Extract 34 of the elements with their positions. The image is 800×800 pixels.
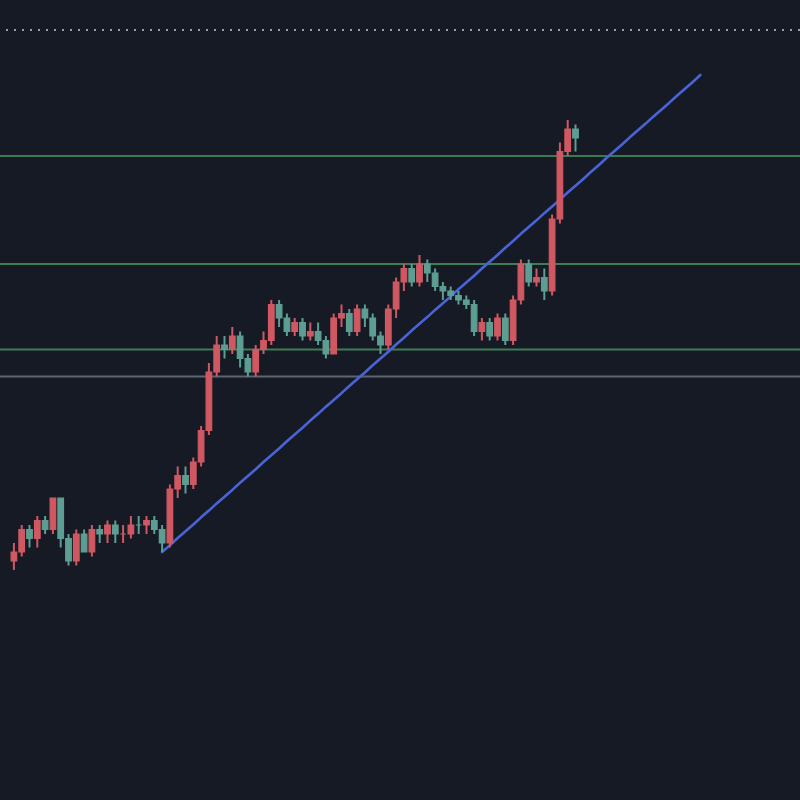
candlestick bbox=[182, 465, 189, 495]
candlestick bbox=[431, 267, 439, 292]
candlestick bbox=[494, 312, 501, 342]
candlestick bbox=[572, 123, 579, 153]
candlestick bbox=[88, 524, 96, 558]
candlestick bbox=[236, 330, 244, 369]
candlestick bbox=[267, 299, 275, 346]
candlestick bbox=[80, 528, 88, 553]
candlestick bbox=[423, 258, 431, 283]
candlestick bbox=[158, 524, 166, 553]
candlestick bbox=[299, 317, 306, 342]
candlestick bbox=[470, 299, 478, 337]
candlestick bbox=[275, 299, 283, 328]
candlestick bbox=[72, 528, 80, 567]
candlestick bbox=[111, 519, 119, 544]
candlestick bbox=[501, 312, 509, 346]
candlestick bbox=[369, 312, 377, 342]
candlestick bbox=[478, 317, 486, 342]
candlestick bbox=[104, 519, 111, 544]
candlestick bbox=[228, 326, 236, 355]
candlestick bbox=[33, 515, 41, 549]
candlestick bbox=[353, 303, 361, 337]
candlestick bbox=[26, 524, 33, 549]
candlestick bbox=[525, 258, 533, 288]
candlestick bbox=[252, 344, 260, 378]
candlestick bbox=[416, 254, 423, 288]
candlestick bbox=[345, 308, 353, 337]
candlestick bbox=[486, 317, 494, 342]
candlestick bbox=[127, 515, 135, 540]
candlestick bbox=[540, 267, 548, 301]
candlestick bbox=[49, 497, 57, 535]
candlestick bbox=[221, 335, 228, 360]
candlestick bbox=[408, 263, 416, 288]
candlestick bbox=[330, 312, 338, 355]
